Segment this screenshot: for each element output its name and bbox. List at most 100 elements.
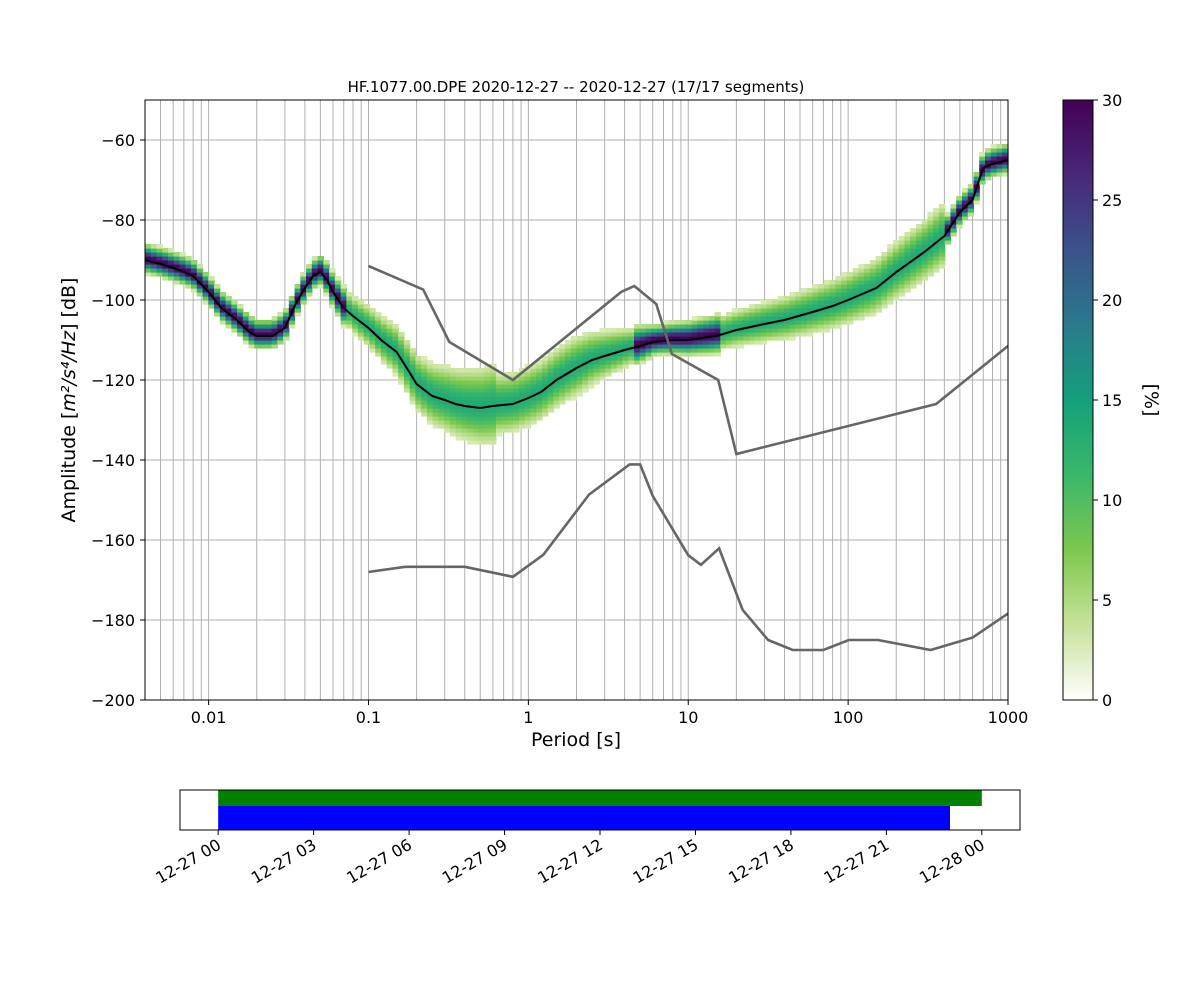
heatmap-cell (990, 160, 998, 165)
heatmap-cell (495, 380, 503, 385)
heatmap-cell (352, 324, 359, 329)
heatmap-cell (921, 268, 929, 273)
heatmap-cell (340, 308, 347, 313)
heatmap-cell (921, 260, 929, 265)
heatmap-cell (311, 268, 319, 273)
heatmap-cell (639, 348, 647, 353)
heatmap-cell (265, 336, 273, 341)
heatmap-cell (398, 344, 405, 349)
heatmap-cell (881, 272, 888, 277)
heatmap-cell (455, 380, 463, 385)
heatmap-cell (927, 268, 934, 273)
heatmap-cell (403, 360, 411, 365)
heatmap-cell (910, 264, 917, 269)
heatmap-cell (760, 320, 767, 325)
heatmap-cell (668, 344, 675, 349)
heatmap-cell (639, 332, 647, 337)
heatmap-cell (639, 344, 647, 349)
heatmap-cell (444, 392, 451, 397)
heatmap-cell (887, 280, 894, 285)
heatmap-cell (196, 272, 204, 277)
heatmap-cell (680, 324, 687, 329)
heatmap-cell (168, 252, 175, 257)
heatmap-cell (616, 368, 624, 373)
heatmap-cell (938, 240, 946, 245)
heatmap-cell (961, 196, 969, 201)
heatmap-cell (737, 328, 744, 333)
heatmap-cell (772, 324, 779, 329)
heatmap-cell (645, 356, 652, 361)
heatmap-cell (869, 268, 877, 273)
heatmap-cell (547, 356, 555, 361)
heatmap-cell (191, 268, 198, 273)
heatmap-cell (564, 388, 572, 393)
heatmap-cell (680, 336, 687, 341)
heatmap-cell (311, 284, 319, 289)
heatmap-cell (864, 292, 871, 297)
heatmap-cell (858, 280, 865, 285)
heatmap-cell (513, 408, 520, 413)
heatmap-cell (426, 380, 434, 385)
heatmap-cell (398, 380, 405, 385)
heatmap-cell (553, 372, 560, 377)
heatmap-cell (731, 324, 739, 329)
heatmap-cell (369, 308, 376, 313)
heatmap-cell (495, 424, 503, 429)
heatmap-cell (380, 320, 388, 325)
heatmap-cell (323, 264, 330, 269)
heatmap-cell (392, 356, 399, 361)
heatmap-cell (231, 312, 238, 317)
heatmap-cell (553, 360, 560, 365)
heatmap-cell (789, 320, 796, 325)
heatmap-cell (892, 284, 900, 289)
heatmap-cell (202, 280, 209, 285)
heatmap-cell (179, 252, 186, 257)
heatmap-cell (1002, 160, 1009, 165)
heatmap-cell (484, 432, 491, 437)
heatmap-cell (208, 276, 215, 281)
heatmap-cell (461, 436, 468, 441)
heatmap-cell (795, 304, 802, 309)
heatmap-cell (869, 276, 877, 281)
heatmap-cell (461, 368, 468, 373)
heatmap-cell (605, 336, 612, 341)
heatmap-cell (185, 256, 192, 261)
heatmap-cell (426, 412, 434, 417)
heatmap-cell (823, 288, 831, 293)
heatmap-cell (386, 360, 393, 365)
heatmap-cell (685, 336, 693, 341)
heatmap-cell (559, 380, 566, 385)
heatmap-cell (864, 276, 871, 281)
heatmap-cell (231, 308, 238, 313)
heatmap-cell (283, 336, 290, 341)
heatmap-cell (921, 224, 929, 229)
heatmap-cell (979, 156, 986, 161)
heatmap-cell (444, 380, 451, 385)
heatmap-cell (541, 360, 549, 365)
heatmap-cell (340, 300, 347, 305)
heatmap-cell (501, 416, 509, 421)
heatmap-cell (191, 264, 198, 269)
heatmap-cell (743, 324, 750, 329)
heatmap-cell (490, 372, 497, 377)
heatmap-cell (766, 336, 773, 341)
heatmap-cell (484, 408, 491, 413)
heatmap-cell (703, 328, 710, 333)
heatmap-cell (898, 292, 906, 297)
heatmap-cell (662, 324, 670, 329)
heatmap-cell (254, 336, 261, 341)
heatmap-cell (611, 328, 618, 333)
heatmap-cell (777, 332, 785, 337)
heatmap-cell (869, 312, 877, 317)
heatmap-cell (576, 380, 583, 385)
heatmap-cell (363, 320, 370, 325)
heatmap-cell (432, 416, 440, 421)
heatmap-cell (921, 232, 929, 237)
heatmap-cell (271, 316, 278, 321)
heatmap-cell (536, 392, 543, 397)
heatmap-cell (553, 392, 560, 397)
heatmap-cell (242, 332, 250, 337)
heatmap-cell (490, 436, 497, 441)
heatmap-cell (386, 328, 393, 333)
heatmap-cell (518, 396, 526, 401)
